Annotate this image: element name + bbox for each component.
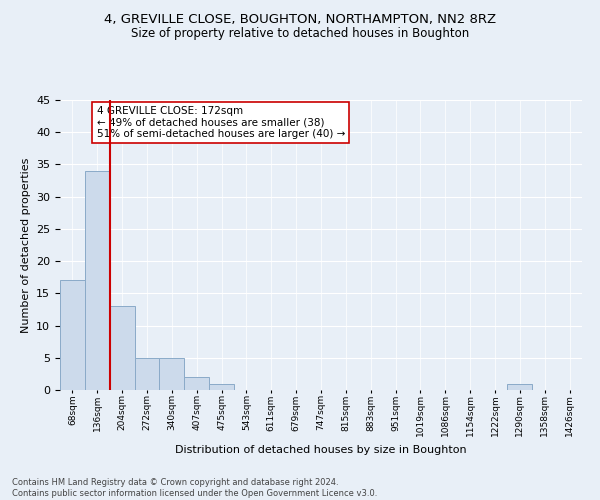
- Bar: [110, 306, 134, 390]
- Bar: [209, 384, 234, 390]
- Text: 4 GREVILLE CLOSE: 172sqm
← 49% of detached houses are smaller (38)
51% of semi-d: 4 GREVILLE CLOSE: 172sqm ← 49% of detach…: [97, 106, 345, 139]
- Text: 4, GREVILLE CLOSE, BOUGHTON, NORTHAMPTON, NN2 8RZ: 4, GREVILLE CLOSE, BOUGHTON, NORTHAMPTON…: [104, 12, 496, 26]
- Bar: [85, 171, 110, 390]
- Bar: [184, 377, 209, 390]
- Text: Size of property relative to detached houses in Boughton: Size of property relative to detached ho…: [131, 28, 469, 40]
- Y-axis label: Number of detached properties: Number of detached properties: [20, 158, 31, 332]
- Bar: [60, 280, 85, 390]
- Bar: [134, 358, 160, 390]
- Bar: [160, 358, 184, 390]
- Bar: [508, 384, 532, 390]
- Text: Contains HM Land Registry data © Crown copyright and database right 2024.
Contai: Contains HM Land Registry data © Crown c…: [12, 478, 377, 498]
- X-axis label: Distribution of detached houses by size in Boughton: Distribution of detached houses by size …: [175, 444, 467, 454]
